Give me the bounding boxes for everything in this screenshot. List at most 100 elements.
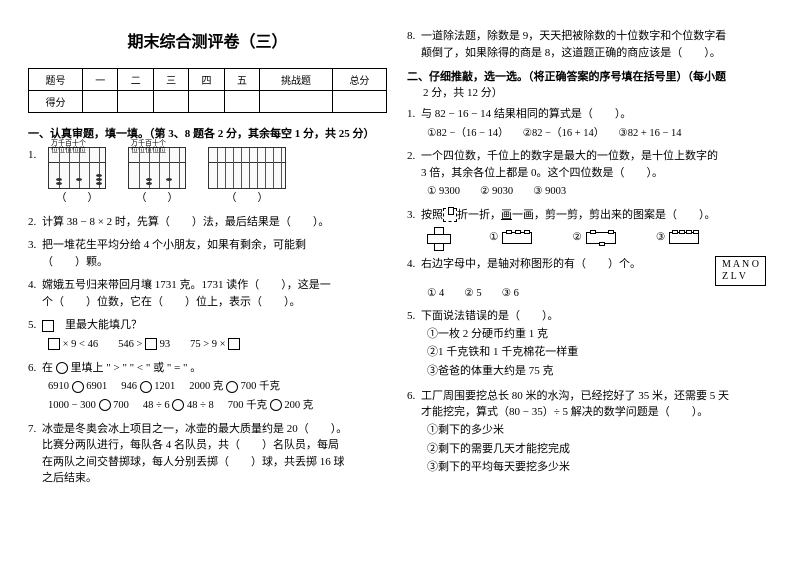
cross-icon <box>427 227 449 249</box>
q-text: 把一堆花生平均分给 4 个小朋友，如果有剩余，可能剩 <box>42 239 306 251</box>
item: 700 千克 200 克 <box>228 398 314 414</box>
score-cell: 二 <box>118 69 153 91</box>
option: ②1 千克铁和 1 千克棉花一样重 <box>427 343 766 362</box>
table-row: 题号 一 二 三 四 五 挑战题 总分 <box>29 69 387 91</box>
score-cell: 得分 <box>29 91 83 113</box>
q-text: 才能挖完，算式（80 − 35）÷ 5 解决的数学问题是（ ）。 <box>421 406 708 418</box>
sub-items: 6910 6901 946 1201 2000 克 700 千克 <box>42 379 387 395</box>
q-number: 1. <box>28 147 36 164</box>
item: × 9 < 46 <box>48 337 98 353</box>
q-text: 嫦娥五号归来带回月壤 1731 克。1731 读作（ ），这是一 <box>42 279 331 291</box>
q-text: 3 倍，其余各位上都是 0。这个四位数是（ ）。 <box>421 167 663 179</box>
option: ③爸爸的体重大约是 75 克 <box>427 362 766 381</box>
q-text: 冰壶是冬奥会冰上项目之一，冰壶的最大质量约是 20（ ）。 <box>42 423 347 435</box>
head-text: 2 分，共 12 分） <box>407 87 503 99</box>
item: 546 > 93 <box>118 337 170 353</box>
options: ①一枚 2 分硬币约重 1 克 ②1 千克铁和 1 千克棉花一样重 ③爸爸的体重… <box>421 325 766 381</box>
q-text: （ ）颗。 <box>42 256 108 268</box>
options: ① 4 ② 5 ③ 6 <box>421 286 766 302</box>
question-3: 3. 把一堆花生平均分给 4 个小朋友，如果有剩余，可能剩 （ ）颗。 <box>42 237 387 270</box>
question-1: 1. 万千百十个位位位位位 万千百十个位位位位位 <box>42 147 387 207</box>
s2-question-1: 1. 与 82 − 16 − 14 结果相同的算式是（ ）。 ①82 −（16 … <box>421 106 766 141</box>
s2-question-3: 3. 按照折一折，画一画，剪一剪，剪出来的图案是（ ）。 ① ② ③ <box>421 207 766 249</box>
score-cell: 题号 <box>29 69 83 91</box>
left-column: 期末综合测评卷（三） 题号 一 二 三 四 五 挑战题 总分 得分 一、认真审题… <box>18 28 397 541</box>
score-cell: 挑战题 <box>260 69 333 91</box>
abacus-row: 万千百十个位位位位位 万千百十个位位位位位 <box>48 147 387 189</box>
question-7: 7. 冰壶是冬奥会冰上项目之一，冰壶的最大质量约是 20（ ）。 比赛分两队进行… <box>42 421 387 487</box>
score-cell <box>189 91 224 113</box>
question-5: 5. 里最大能填几？ × 9 < 46 546 > 93 75 > 9 × <box>42 317 387 352</box>
section-2-list: 1. 与 82 − 16 − 14 结果相同的算式是（ ）。 ①82 −（16 … <box>407 106 766 477</box>
score-cell: 三 <box>153 69 188 91</box>
score-cell: 四 <box>189 69 224 91</box>
section-1-list: 1. 万千百十个位位位位位 万千百十个位位位位位 <box>28 147 387 487</box>
q-text: 计算 38 − 8 × 2 时，先算（ ）法，最后结果是（ ）。 <box>42 216 329 228</box>
option: ② 9030 <box>480 184 513 200</box>
score-cell: 总分 <box>332 69 386 91</box>
options: ①剩下的多少米 ②剩下的需要几天才能挖完成 ③剩下的平均每天要挖多少米 <box>421 421 766 477</box>
page-title: 期末综合测评卷（三） <box>28 28 387 52</box>
q-text: 在两队之间交替掷球，每人分别丢掷（ ）球，共丢掷 16 球 <box>42 456 345 468</box>
score-table: 题号 一 二 三 四 五 挑战题 总分 得分 <box>28 68 387 113</box>
option: ① 4 <box>427 286 444 302</box>
score-cell <box>153 91 188 113</box>
q-text: 个（ ）位数，它在（ ）位上，表示（ ）。 <box>42 296 301 308</box>
option: ①剩下的多少米 <box>427 421 766 440</box>
option: ②82 −（16 + 14） <box>523 126 605 142</box>
score-cell <box>224 91 259 113</box>
section-2-head: 二、仔细推敲，选一选。（将正确答案的序号填在括号里）（每小题 2 分，共 12 … <box>407 68 766 100</box>
score-cell <box>260 91 333 113</box>
option: ② <box>572 230 615 246</box>
item: 6910 6901 <box>48 379 107 395</box>
item: 1000 − 300 700 <box>48 398 129 414</box>
score-cell <box>118 91 153 113</box>
question-8: 8. 一道除法题，除数是 9，天天把被除数的十位数字和个位数字看 颠倒了，如果除… <box>421 28 766 61</box>
option: ③ 6 <box>502 286 519 302</box>
score-cell <box>83 91 118 113</box>
options: ①82 −（16 − 14） ②82 −（16 + 14） ③82 + 16 −… <box>421 126 766 142</box>
q-text: 里最大能填几？ <box>54 319 142 331</box>
option: ① <box>489 230 532 246</box>
s2-question-4: 4. M A N O Z L V 右边字母中，是轴对称图形的有（ ）个。 ① 4… <box>421 256 766 302</box>
option: ③ <box>656 230 699 246</box>
question-4: 4. 嫦娥五号归来带回月壤 1731 克。1731 读作（ ），这是一 个（ ）… <box>42 277 387 310</box>
sub-items: × 9 < 46 546 > 93 75 > 9 × <box>42 337 387 353</box>
option: ② 5 <box>464 286 481 302</box>
item: 75 > 9 × <box>190 337 240 353</box>
sub-items: 1000 − 300 700 48 ÷ 6 48 ÷ 8 700 千克 200 … <box>42 398 387 414</box>
option: ③82 + 16 − 14 <box>618 126 681 142</box>
letters: Z L V <box>722 271 746 282</box>
option: ②剩下的需要几天才能挖完成 <box>427 440 766 459</box>
question-2: 2.计算 38 − 8 × 2 时，先算（ ）法，最后结果是（ ）。 <box>42 214 387 231</box>
option: ① 9300 <box>427 184 460 200</box>
score-cell: 一 <box>83 69 118 91</box>
circle-icon <box>56 362 68 374</box>
option: ①一枚 2 分硬币约重 1 克 <box>427 325 766 344</box>
q-text: 下面说法错误的是（ ）。 <box>421 310 559 322</box>
score-cell <box>332 91 386 113</box>
head-text: 二、仔细推敲，选一选。（将正确答案的序号填在括号里）（每小题 <box>407 71 726 83</box>
item: 48 ÷ 6 48 ÷ 8 <box>143 398 214 414</box>
s2-question-2: 2. 一个四位数，千位上的数字是最大的一位数，是十位上数字的 3 倍，其余各位上… <box>421 148 766 200</box>
q-text: 右边字母中，是轴对称图形的有（ ）个。 <box>421 258 641 270</box>
q-text: 比赛分两队进行，每队各 4 名队员，共（ ）名队员，每局 <box>42 439 339 451</box>
options: ① 9300 ② 9030 ③ 9003 <box>421 184 766 200</box>
q-text: 工厂周围要挖总长 80 米的水沟，已经挖好了 35 米，还需要 5 天 <box>421 390 729 402</box>
q-text: 颠倒了，如果除得的商是 8，这道题正确的商应该是（ ）。 <box>421 47 721 59</box>
abacus-icon: 万千百十个位位位位位 <box>48 147 106 189</box>
box-icon <box>42 320 54 332</box>
letter-box: M A N O Z L V <box>715 256 766 286</box>
abacus-icon: 万千百十个位位位位位 <box>128 147 186 189</box>
letters: M A N O <box>722 259 759 270</box>
item: 946 1201 <box>121 379 175 395</box>
abacus-icon <box>208 147 286 189</box>
item: 2000 克 700 千克 <box>189 379 280 395</box>
right-column: 8. 一道除法题，除数是 9，天天把被除数的十位数字和个位数字看 颠倒了，如果除… <box>397 28 776 541</box>
q-text: 与 82 − 16 − 14 结果相同的算式是（ ）。 <box>421 108 631 120</box>
q-text: 之后结束。 <box>42 472 97 484</box>
s2-question-5: 5. 下面说法错误的是（ ）。 ①一枚 2 分硬币约重 1 克 ②1 千克铁和 … <box>421 308 766 381</box>
shape-options: ① ② ③ <box>421 227 766 249</box>
s2-question-6: 6. 工厂周围要挖总长 80 米的水沟，已经挖好了 35 米，还需要 5 天 才… <box>421 388 766 477</box>
section-1-cont: 8. 一道除法题，除数是 9，天天把被除数的十位数字和个位数字看 颠倒了，如果除… <box>407 28 766 61</box>
